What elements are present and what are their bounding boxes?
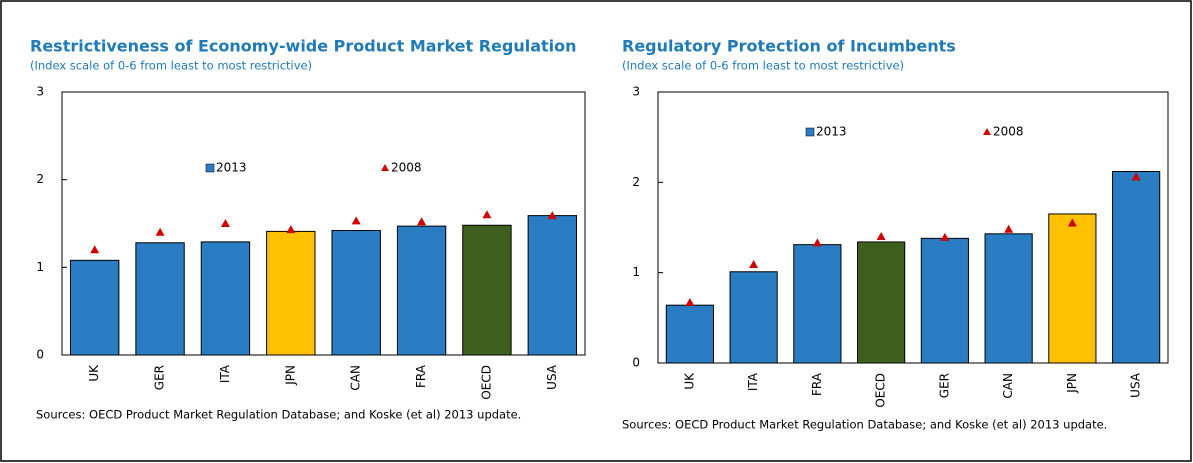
chart-title: Restrictiveness of Economy-wide Product … (30, 37, 577, 56)
marker (1004, 224, 1014, 233)
y-tick-label: 2 (632, 175, 640, 189)
plot-area (61, 91, 586, 356)
chart-subtitle: (Index scale of 0-6 from least to most r… (30, 59, 312, 73)
marker (547, 211, 557, 220)
bar (200, 241, 251, 356)
y-tick-label: 3 (36, 85, 44, 99)
y-tick-label: 0 (632, 356, 640, 370)
x-tick-label: UK (87, 364, 101, 382)
bar (729, 271, 778, 364)
chart-subtitle: (Index scale of 0-6 from least to most r… (622, 59, 904, 73)
marker (286, 225, 296, 234)
x-tick-label: CAN (349, 365, 363, 391)
bar (984, 233, 1033, 364)
x-tick-label: ITA (746, 372, 760, 391)
marker (1067, 218, 1077, 227)
marker (1131, 172, 1141, 181)
x-tick-label: CAN (1001, 373, 1015, 399)
x-tick-label: FRA (810, 372, 824, 396)
y-tick-label: 1 (36, 260, 44, 274)
bar (396, 225, 447, 356)
bar (331, 230, 381, 356)
legend-swatch (983, 128, 991, 135)
y-tick-label: 2 (36, 172, 44, 186)
x-tick-label: UK (682, 372, 696, 390)
bar (69, 259, 120, 356)
marker (220, 219, 230, 227)
bar (793, 244, 842, 364)
x-tick-label: GER (153, 365, 167, 390)
legend-label: 2013 (216, 161, 247, 175)
x-tick-label: GER (937, 373, 951, 398)
chart-title: Regulatory Protection of Incumbents (622, 37, 956, 56)
marker (876, 232, 886, 241)
marker (417, 217, 427, 226)
bar (920, 237, 969, 364)
bar (665, 304, 714, 364)
y-tick-label: 0 (36, 348, 44, 362)
x-tick-label: JPN (1065, 373, 1079, 394)
x-tick-label: USA (1129, 372, 1143, 398)
bar (1048, 213, 1097, 364)
marker (812, 238, 822, 247)
legend-swatch (381, 164, 389, 171)
legend-label: 2013 (816, 125, 847, 139)
bar (1112, 170, 1161, 364)
marker (155, 227, 165, 236)
plot-area (657, 91, 1169, 364)
bar (857, 241, 906, 364)
source-note: Sources: OECD Product Market Regulation … (36, 408, 521, 422)
marker (685, 297, 695, 306)
x-tick-label: OECD (874, 373, 888, 408)
x-tick-label: USA (545, 364, 559, 390)
marker (482, 210, 492, 219)
marker (749, 260, 759, 269)
marker (90, 245, 100, 254)
marker (940, 232, 950, 241)
source-note: Sources: OECD Product Market Regulation … (622, 418, 1107, 432)
x-tick-label: JPN (283, 365, 297, 386)
x-tick-label: ITA (218, 364, 232, 383)
x-tick-label: FRA (414, 364, 428, 388)
legend-swatch (805, 127, 815, 137)
bar (462, 224, 512, 356)
y-tick-label: 1 (632, 265, 640, 279)
x-tick-label: OECD (479, 365, 493, 400)
y-tick-label: 3 (632, 85, 640, 99)
bar (266, 230, 316, 356)
bar (527, 215, 578, 356)
legend-label: 2008 (391, 161, 422, 175)
legend-label: 2008 (993, 125, 1024, 139)
legend-swatch (205, 163, 215, 173)
marker (351, 216, 361, 225)
bar (135, 242, 185, 356)
